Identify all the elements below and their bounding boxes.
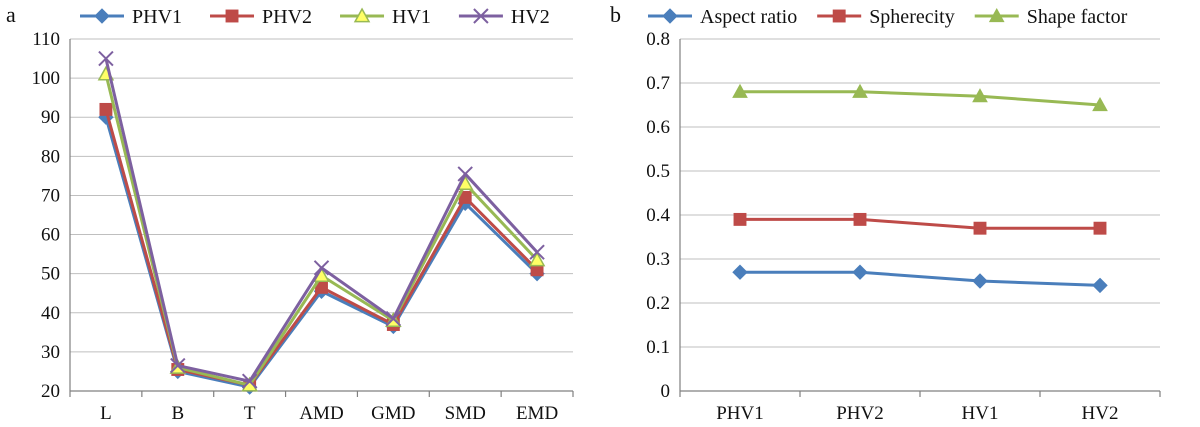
data-point [241, 373, 258, 389]
legend-label: Shape factor [1027, 6, 1128, 28]
y-tick-label: 0.2 [646, 293, 670, 314]
data-point [733, 212, 747, 226]
x-tick-label: GMD [371, 403, 415, 424]
data-point [457, 166, 473, 182]
x-tick-label: HV1 [962, 403, 999, 424]
data-point [973, 221, 987, 235]
legend-label: Spherecity [869, 6, 955, 28]
legend-item-shape-factor: Shape factor [974, 6, 1128, 28]
y-tick-label: 70 [41, 185, 60, 206]
data-point [98, 50, 114, 67]
data-point [1092, 96, 1108, 112]
x-tick-label: T [244, 403, 256, 424]
legend-marker [473, 8, 489, 24]
series-phv2 [99, 102, 544, 392]
legend-label: HV2 [511, 6, 550, 28]
x-tick-label: EMD [516, 403, 558, 424]
y-tick-label: 0.8 [646, 29, 670, 50]
y-tick-label: 0 [661, 381, 671, 402]
data-point [529, 244, 545, 260]
x-tick-label: SMD [445, 403, 486, 424]
y-tick-label: 20 [41, 381, 60, 402]
y-tick-label: 0.3 [646, 249, 670, 270]
legend-marker [94, 8, 110, 24]
data-point [313, 260, 330, 276]
series-spherecity [733, 212, 1107, 235]
data-point [1093, 221, 1107, 235]
panel-label: a [6, 2, 16, 27]
x-tick-label: AMD [299, 403, 343, 424]
panel-label: b [610, 2, 621, 27]
x-tick-label: PHV1 [716, 403, 764, 424]
legend: PHV1 PHV2 HV1 HV2 [80, 6, 550, 28]
legend-marker [225, 9, 239, 23]
y-tick-label: 0.1 [646, 337, 670, 358]
data-point [732, 83, 748, 98]
series-line [104, 58, 539, 383]
legend-item-hv2: HV2 [458, 6, 550, 28]
y-tick-label: 80 [41, 146, 60, 167]
chart-panel-a: 20 30 40 50 60 70 80 90 100 110 L B T AMD GMD SMD EMD PHV… [6, 2, 574, 424]
legend-label: Aspect ratio [700, 6, 797, 28]
series-line [740, 217, 1100, 230]
legend-label: HV1 [392, 6, 431, 28]
series-shape-factor [732, 83, 1108, 112]
y-tick-label: 0.5 [646, 161, 670, 182]
data-point [852, 264, 868, 280]
y-tick-label: 0.4 [646, 205, 670, 226]
y-tick-label: 0.7 [646, 73, 670, 94]
legend-label: PHV2 [262, 6, 312, 28]
x-tick-label: PHV2 [836, 403, 884, 424]
series-hv1 [97, 65, 546, 392]
legend-item-phv1: PHV1 [80, 6, 182, 28]
legend-marker [832, 9, 846, 23]
data-point [385, 310, 402, 327]
chart-panel-b: 0 0.1 0.2 0.3 0.4 0.5 0.6 0.7 0.8 PHV1 PHV2 HV1 HV2 A… [610, 2, 1161, 424]
x-tick-label: HV2 [1082, 403, 1119, 424]
data-point [972, 273, 988, 289]
y-tick-label: 90 [41, 107, 60, 128]
legend-item-aspect-ratio: Aspect ratio [648, 6, 797, 28]
data-point [1092, 277, 1108, 294]
y-tick-label: 30 [41, 342, 60, 363]
y-tick-label: 40 [41, 303, 60, 324]
y-tick-label: 50 [41, 264, 60, 285]
legend-item-spherecity: Spherecity [817, 6, 955, 28]
legend-item-phv2: PHV2 [210, 6, 312, 28]
legend: Aspect ratio Spherecity Shape factor [648, 6, 1128, 28]
y-tick-label: 0.6 [646, 117, 670, 138]
series-hv2 [98, 50, 545, 389]
data-point [853, 212, 867, 226]
data-point [99, 102, 113, 116]
data-point [528, 251, 546, 267]
legend-label: PHV1 [132, 6, 182, 28]
x-tick-label: B [171, 403, 184, 424]
legend-marker [353, 7, 371, 23]
series-line [740, 90, 1101, 107]
legend-marker [988, 7, 1005, 23]
y-tick-label: 110 [32, 29, 60, 50]
data-point [732, 264, 748, 280]
data-point [852, 83, 868, 98]
series-aspect-ratio [732, 264, 1108, 294]
data-point [972, 88, 988, 103]
legend-marker [662, 8, 678, 24]
data-point [170, 357, 186, 374]
y-tick-label: 100 [32, 68, 61, 89]
legend-item-hv1: HV1 [340, 6, 431, 28]
x-tick-label: L [100, 403, 112, 424]
series-line [740, 270, 1101, 287]
y-tick-label: 60 [41, 225, 60, 246]
